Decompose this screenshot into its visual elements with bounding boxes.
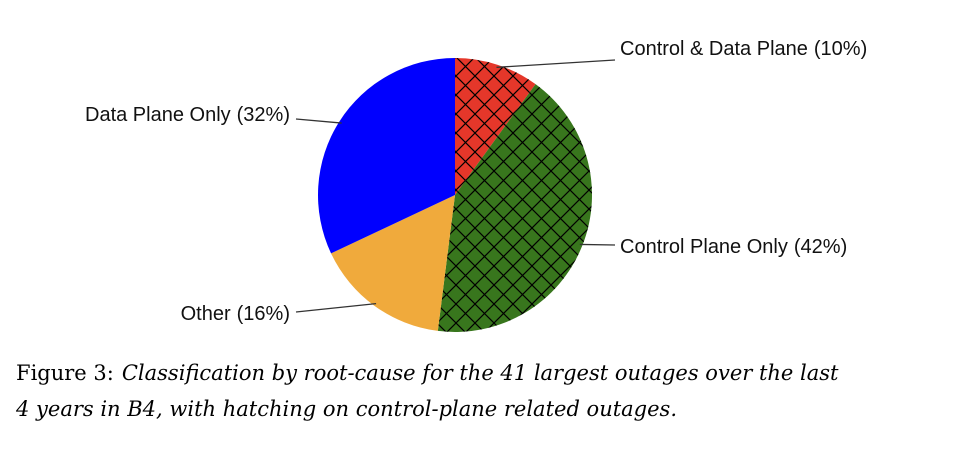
- pie-slice: [318, 58, 455, 254]
- slice-hatch: [455, 58, 536, 195]
- slice-name: Data Plane Only: [85, 104, 231, 126]
- slice-name: Other: [181, 303, 231, 325]
- slice-name: Control & Data Plane: [620, 38, 808, 60]
- slice-value-label: (32%): [237, 104, 290, 126]
- caption-line-1: Figure 3: Classification by root-cause fo…: [16, 361, 839, 385]
- pie: [318, 58, 592, 332]
- slice-label: Data Plane Only (32%): [85, 104, 290, 126]
- caption-text: Classification by root-cause for the 41 …: [122, 361, 839, 385]
- slice-label: Control & Data Plane (10%): [620, 38, 867, 60]
- slice-label: Other (16%): [181, 303, 290, 325]
- labels: Control & Data Plane (10%) Control Plane O…: [85, 38, 867, 325]
- slice-value-label: (16%): [237, 303, 290, 325]
- caption-line-2: 4 years in B4, with hatching on control-…: [15, 397, 677, 421]
- slice-value-label: (42%): [794, 236, 847, 258]
- slice-value-label: (10%): [814, 38, 867, 60]
- slice-name: Control Plane Only: [620, 236, 788, 258]
- slice-label: Control Plane Only (42%): [620, 236, 847, 258]
- leader-line: [295, 302, 377, 313]
- leader-line: [579, 243, 616, 246]
- pie-slice: [331, 195, 455, 331]
- leader-line: [496, 59, 616, 68]
- slice-hatch: [437, 84, 592, 332]
- caption-label: Figure 3:: [16, 361, 114, 385]
- leader-line: [295, 118, 342, 124]
